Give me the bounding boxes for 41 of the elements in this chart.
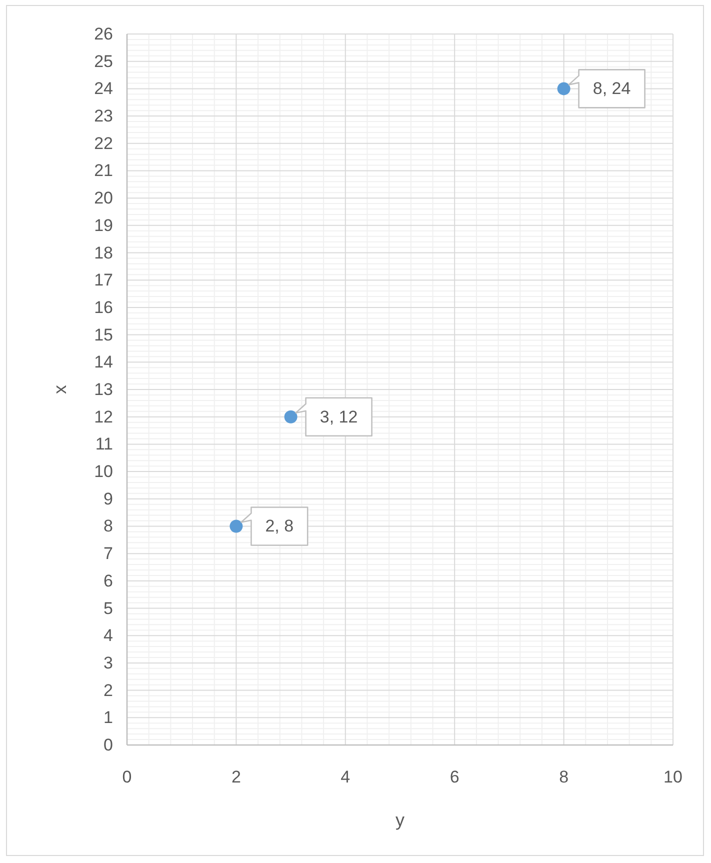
y-tick-label: 18: [94, 243, 113, 262]
y-tick-label: 6: [104, 571, 113, 590]
y-tick-label: 16: [94, 298, 113, 317]
y-tick-label: 17: [94, 270, 113, 290]
y-tick-label: 20: [94, 188, 113, 208]
y-tick-label: 0: [104, 736, 113, 754]
x-tick-label: 10: [664, 768, 682, 786]
y-tick-label: 23: [94, 106, 113, 126]
y-tick-label: 14: [94, 352, 113, 372]
y-tick-label: 1: [104, 708, 113, 728]
y-axis-title: x: [50, 385, 70, 394]
y-tick-label: 26: [94, 24, 113, 44]
x-tick-label: 8: [559, 768, 569, 786]
y-tick-label: 12: [94, 407, 113, 426]
data-label: 3, 12: [320, 407, 358, 426]
y-tick-label: 25: [94, 52, 113, 71]
y-tick-label: 22: [94, 134, 113, 153]
point: [230, 520, 243, 533]
data-label: 2, 8: [265, 516, 294, 536]
y-tick-label: 10: [94, 462, 113, 482]
y-tick-label: 4: [104, 626, 113, 646]
y-tick-label: 15: [94, 325, 113, 344]
x-tick-label: 4: [340, 768, 350, 786]
y-tick-label: 24: [94, 79, 113, 98]
point: [284, 410, 298, 424]
y-tick-label: 9: [104, 489, 113, 508]
y-tick-label: 2: [104, 680, 113, 700]
y-tick-label: 7: [104, 544, 113, 564]
y-tick-label: 19: [94, 216, 113, 235]
data-label: 8, 24: [592, 79, 631, 98]
x-axis-title: y: [396, 810, 404, 830]
x-tick-label: 0: [122, 768, 132, 786]
y-tick-label: 8: [104, 516, 113, 536]
x-tick-label: 2: [231, 768, 241, 786]
y-tick-label: 3: [104, 653, 113, 672]
y-tick-label: 5: [104, 598, 113, 618]
point: [557, 82, 570, 96]
x-tick-label: 6: [450, 768, 460, 786]
y-tick-label: 21: [94, 161, 113, 180]
y-tick-label: 11: [95, 434, 113, 454]
y-tick-label: 13: [94, 380, 113, 399]
